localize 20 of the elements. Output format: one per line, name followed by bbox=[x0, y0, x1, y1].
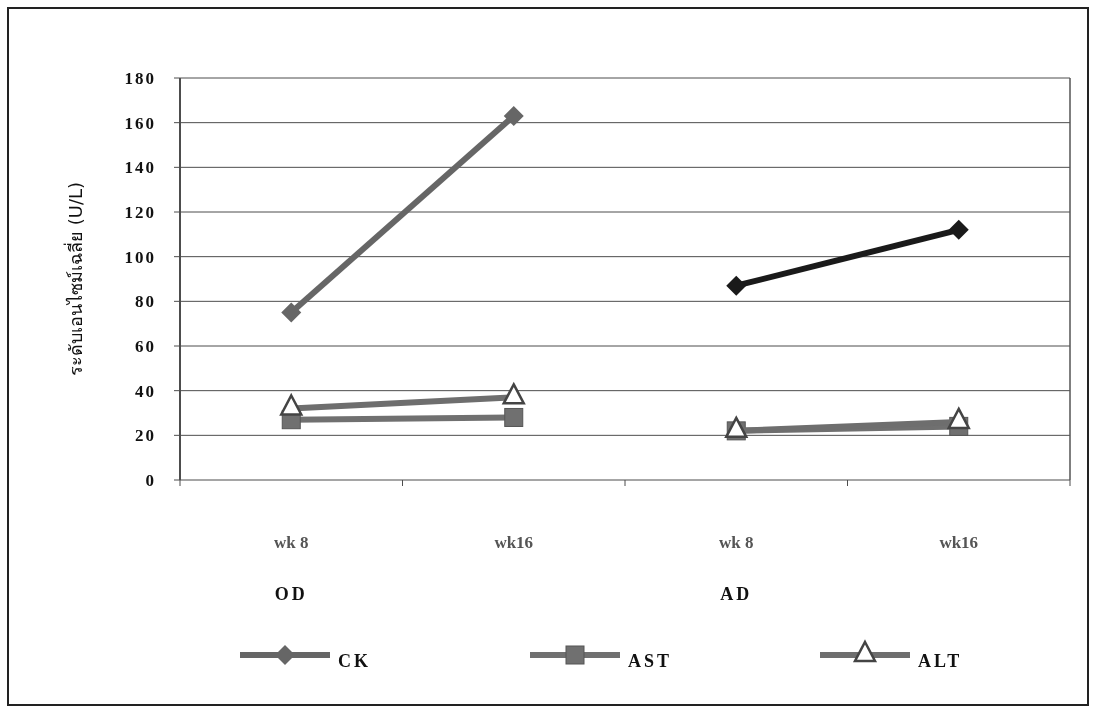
y-axis-title: ระดับเอนไซม์เฉลี่ย (U/L) bbox=[63, 181, 86, 377]
x-tick-label: wk16 bbox=[939, 533, 979, 552]
y-tick-label: 80 bbox=[135, 292, 156, 312]
y-tick-label: 160 bbox=[124, 113, 156, 133]
y-tick-label: 120 bbox=[124, 203, 156, 222]
y-tick-label: 20 bbox=[135, 426, 156, 446]
y-tick-label: 0 bbox=[145, 471, 156, 490]
y-tick-label: 40 bbox=[135, 381, 156, 401]
legend-label: CK bbox=[338, 651, 371, 671]
legend-label: AST bbox=[628, 651, 673, 671]
y-tick-label: 140 bbox=[124, 158, 156, 178]
y-tick-label: 100 bbox=[124, 247, 156, 267]
y-tick-label: 60 bbox=[135, 337, 156, 356]
text: OD bbox=[274, 584, 308, 604]
x-tick-label: wk 8 bbox=[274, 533, 309, 552]
legend-label: ALT bbox=[918, 651, 963, 671]
y-tick-label: 180 bbox=[124, 69, 156, 88]
x-tick-label: wk 8 bbox=[719, 533, 754, 552]
text: AD bbox=[720, 584, 753, 604]
x-tick-label: wk16 bbox=[494, 533, 534, 552]
